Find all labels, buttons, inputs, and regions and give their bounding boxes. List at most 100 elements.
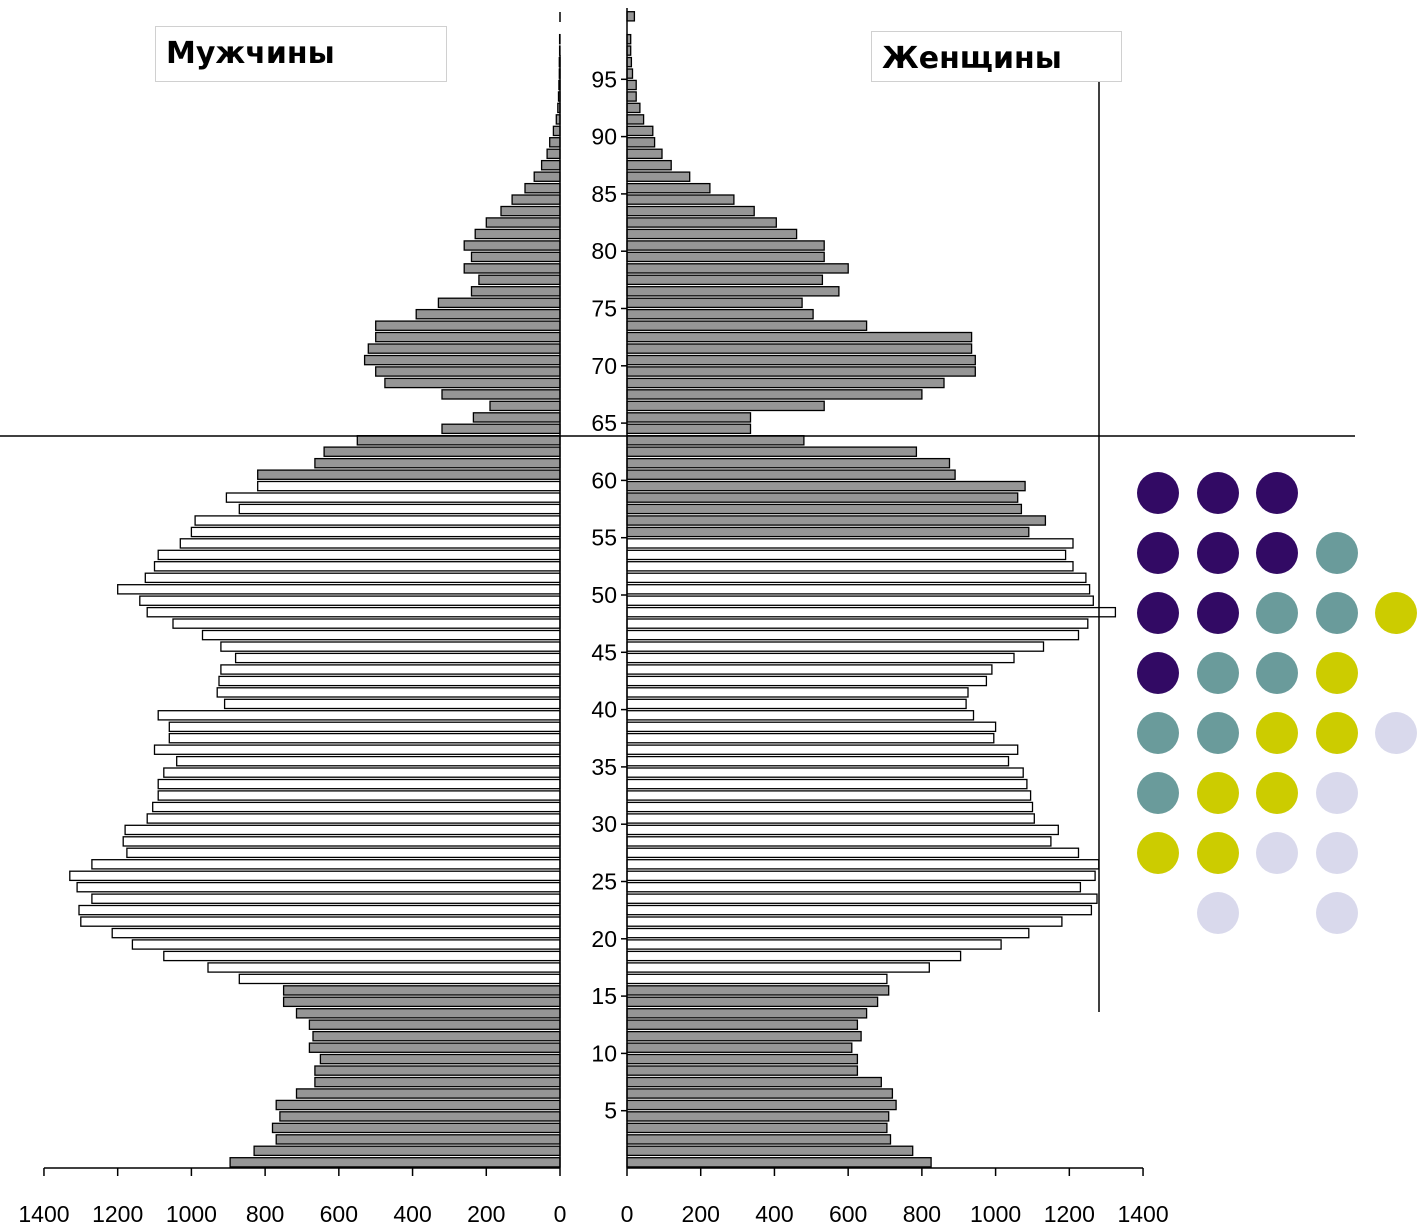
female-bar-age-16	[626, 973, 888, 985]
female-bar-age-55	[626, 526, 1030, 538]
male-bar-age-81	[474, 228, 561, 240]
female-bar-age-41	[626, 687, 969, 698]
dot-purple	[1196, 532, 1239, 574]
female-bar-age-86	[626, 171, 691, 182]
female-bar-age-85	[626, 182, 711, 194]
age-tick-label-10: 10	[591, 1040, 617, 1066]
male-bar-age-9	[319, 1053, 561, 1065]
male-bar-age-26	[91, 859, 561, 870]
female-bar-age-30	[626, 813, 1035, 824]
male-bar-age-39	[157, 710, 561, 721]
female-bar-age-75	[626, 297, 803, 309]
male-bar-age-64	[441, 423, 561, 435]
female-bar-age-13	[626, 1008, 868, 1019]
female-bar-age-40	[626, 698, 967, 710]
male-bar-age-44	[234, 652, 561, 664]
female-bar-age-31	[626, 801, 1034, 813]
female-bar-age-100	[626, 11, 636, 22]
female-bar-age-12	[626, 1019, 859, 1030]
male-bar-age-47	[172, 618, 561, 629]
female-bar-age-27	[626, 847, 1080, 859]
age-tick-label-55: 55	[591, 525, 617, 551]
dot-lavender	[1196, 892, 1239, 934]
age-tick-label-80: 80	[591, 238, 617, 264]
male-bar-age-15	[282, 985, 561, 996]
dot-yellow	[1196, 772, 1239, 814]
male-bar-age-5	[275, 1099, 561, 1111]
male-bar-age-63	[356, 435, 561, 446]
dot-lavender	[1315, 832, 1358, 874]
female-bar-age-76	[626, 286, 840, 297]
female-bar-age-49	[626, 595, 1094, 606]
female-bar-age-91	[626, 114, 645, 125]
male-bar-age-33	[157, 778, 561, 790]
female-bar-age-26	[626, 859, 1100, 870]
female-x-tick-label-1400: 1400	[1117, 1201, 1168, 1227]
female-x-tick-label-1000: 1000	[970, 1201, 1021, 1227]
female-bar-age-45	[626, 641, 1045, 652]
female-bar-age-58	[626, 492, 1019, 503]
male-bar-age-4	[279, 1111, 561, 1122]
dot-yellow	[1315, 652, 1358, 694]
dot-yellow	[1137, 832, 1179, 874]
male-bar-age-1	[253, 1145, 561, 1157]
female-bar-age-70	[626, 354, 976, 366]
dot-yellow	[1196, 832, 1239, 874]
male-bar-age-56	[194, 515, 561, 526]
female-bar-age-82	[626, 217, 777, 228]
male-bar-age-45	[220, 641, 561, 652]
female-bar-age-32	[626, 790, 1032, 801]
dot-purple	[1196, 472, 1239, 514]
female-bar-age-66	[626, 400, 825, 412]
male-bar-age-70	[363, 354, 561, 366]
male-bar-age-10	[308, 1042, 561, 1053]
male-bar-age-17	[207, 962, 561, 973]
female-bar-age-29	[626, 824, 1059, 836]
male-bar-age-82	[485, 217, 561, 228]
female-bar-age-69	[626, 366, 976, 377]
female-bar-age-83	[626, 205, 755, 217]
female-bar-age-92	[626, 102, 641, 114]
female-bar-age-17	[626, 962, 930, 973]
female-bar-age-28	[626, 836, 1052, 847]
female-bar-age-35	[626, 755, 1010, 767]
male-bar-age-52	[153, 561, 561, 572]
female-bar-age-77	[626, 274, 824, 286]
dot-purple	[1137, 472, 1179, 514]
female-bar-age-5	[626, 1099, 897, 1111]
male-legend-label: Мужчины	[166, 36, 335, 71]
female-bar-age-60	[626, 469, 956, 480]
female-bar-age-74	[626, 308, 814, 320]
male-bar-age-16	[238, 973, 561, 985]
dot-lavender	[1375, 712, 1417, 754]
dot-teal	[1315, 532, 1358, 574]
male-bar-age-20	[111, 927, 561, 939]
dot-lavender	[1256, 832, 1298, 874]
male-x-tick-label-800: 800	[246, 1201, 284, 1227]
male-bar-age-30	[146, 813, 561, 824]
female-legend: Женщины	[871, 31, 1122, 82]
female-bar-age-44	[626, 652, 1015, 664]
female-x-tick-label-0: 0	[621, 1201, 634, 1227]
male-bar-age-67	[441, 389, 561, 400]
age-tick-label-35: 35	[591, 754, 617, 780]
dot-yellow	[1256, 712, 1298, 754]
male-bar-age-83	[500, 205, 561, 217]
female-bar-age-15	[626, 985, 890, 996]
male-bar-age-0	[229, 1157, 561, 1168]
dot-teal	[1196, 712, 1239, 754]
age-tick-label-45: 45	[591, 639, 617, 665]
male-bar-age-51	[144, 572, 561, 584]
male-x-tick-label-1000: 1000	[166, 1201, 217, 1227]
dot-purple	[1256, 472, 1298, 514]
male-bar-age-77	[478, 274, 561, 286]
male-bar-age-41	[216, 687, 561, 698]
male-bar-age-88	[546, 148, 561, 160]
female-bar-age-61	[626, 457, 951, 469]
male-bar-age-75	[437, 297, 561, 309]
dot-lavender	[1315, 772, 1358, 814]
female-bar-age-67	[626, 389, 923, 400]
male-x-tick-label-1200: 1200	[92, 1201, 143, 1227]
female-bar-age-43	[626, 664, 993, 675]
